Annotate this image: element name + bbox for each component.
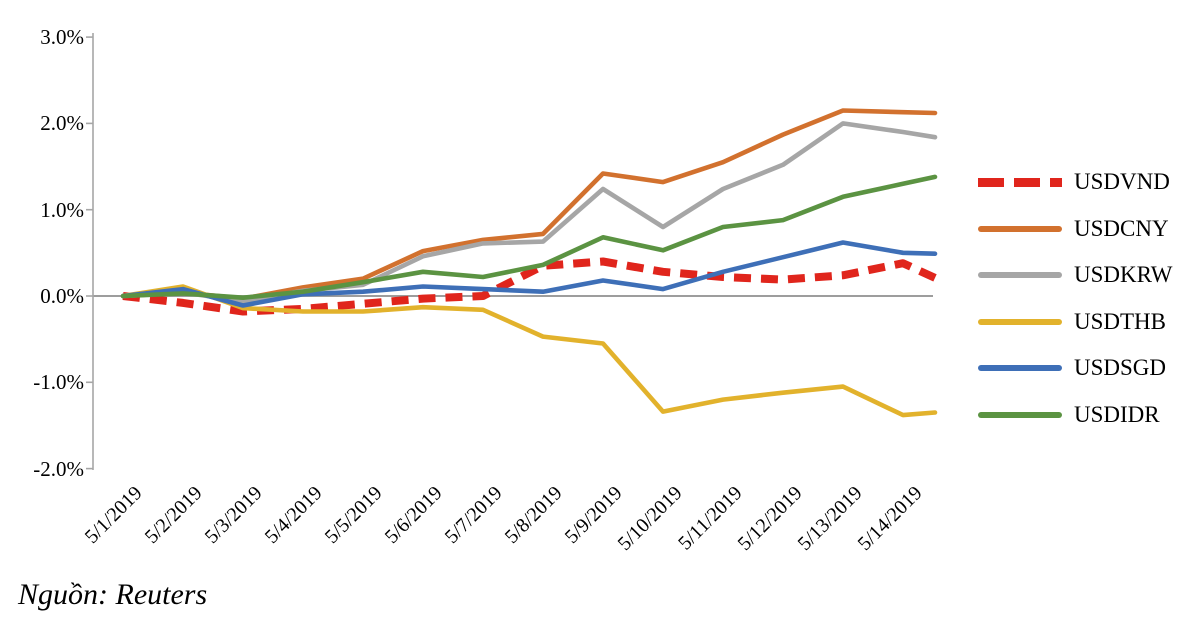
legend-dashed-line-swatch — [978, 177, 1062, 187]
legend-line-swatch — [978, 365, 1062, 372]
legend-item-usdthb: USDTHB — [978, 299, 1172, 346]
legend-item-usdvnd: USDVND — [978, 159, 1172, 206]
legend-label: USDCNY — [1074, 215, 1169, 241]
chart-legend: USDVND USDCNY USDKRW USDTHB USDSGD USDIDR — [978, 159, 1172, 438]
legend-label: USDKRW — [1074, 262, 1173, 288]
y-axis-label: -1.0% — [33, 370, 84, 395]
legend-label: USDSGD — [1074, 355, 1167, 381]
legend-label: USDVND — [1074, 169, 1170, 195]
legend-label: USDIDR — [1074, 401, 1160, 427]
legend-line-swatch — [978, 411, 1062, 418]
y-axis-label: 1.0% — [40, 197, 84, 222]
series-line-usdidr — [120, 174, 938, 301]
legend-item-usdkrw: USDKRW — [978, 252, 1172, 299]
legend-line-swatch — [978, 318, 1062, 325]
legend-label: USDTHB — [1074, 308, 1167, 334]
series-line-usdsgd — [120, 240, 938, 308]
source-note: Nguồn: Reuters — [18, 578, 208, 611]
y-axis-label: 2.0% — [40, 111, 84, 136]
legend-item-usdidr: USDIDR — [978, 392, 1172, 439]
legend-item-usdcny: USDCNY — [978, 206, 1172, 253]
y-axis-label: 0.0% — [40, 284, 84, 308]
y-axis-label: 3.0% — [40, 25, 84, 50]
legend-line-swatch — [978, 225, 1062, 232]
y-axis-label: -2.0% — [33, 456, 84, 481]
series-line-usdthb — [120, 284, 938, 418]
legend-item-usdsgd: USDSGD — [978, 345, 1172, 392]
legend-line-swatch — [978, 272, 1062, 279]
